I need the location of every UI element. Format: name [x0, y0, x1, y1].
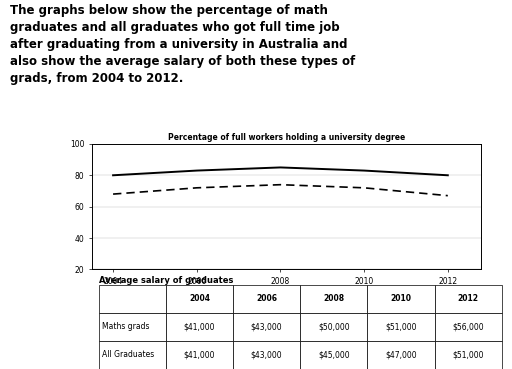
Title: Percentage of full workers holding a university degree: Percentage of full workers holding a uni…: [168, 133, 406, 142]
Legend: Maths Graduates, All Graduates: Maths Graduates, All Graduates: [175, 311, 336, 323]
Text: Average salary of graduates: Average salary of graduates: [99, 276, 233, 285]
Text: The graphs below show the percentage of math
graduates and all graduates who got: The graphs below show the percentage of …: [10, 4, 355, 85]
